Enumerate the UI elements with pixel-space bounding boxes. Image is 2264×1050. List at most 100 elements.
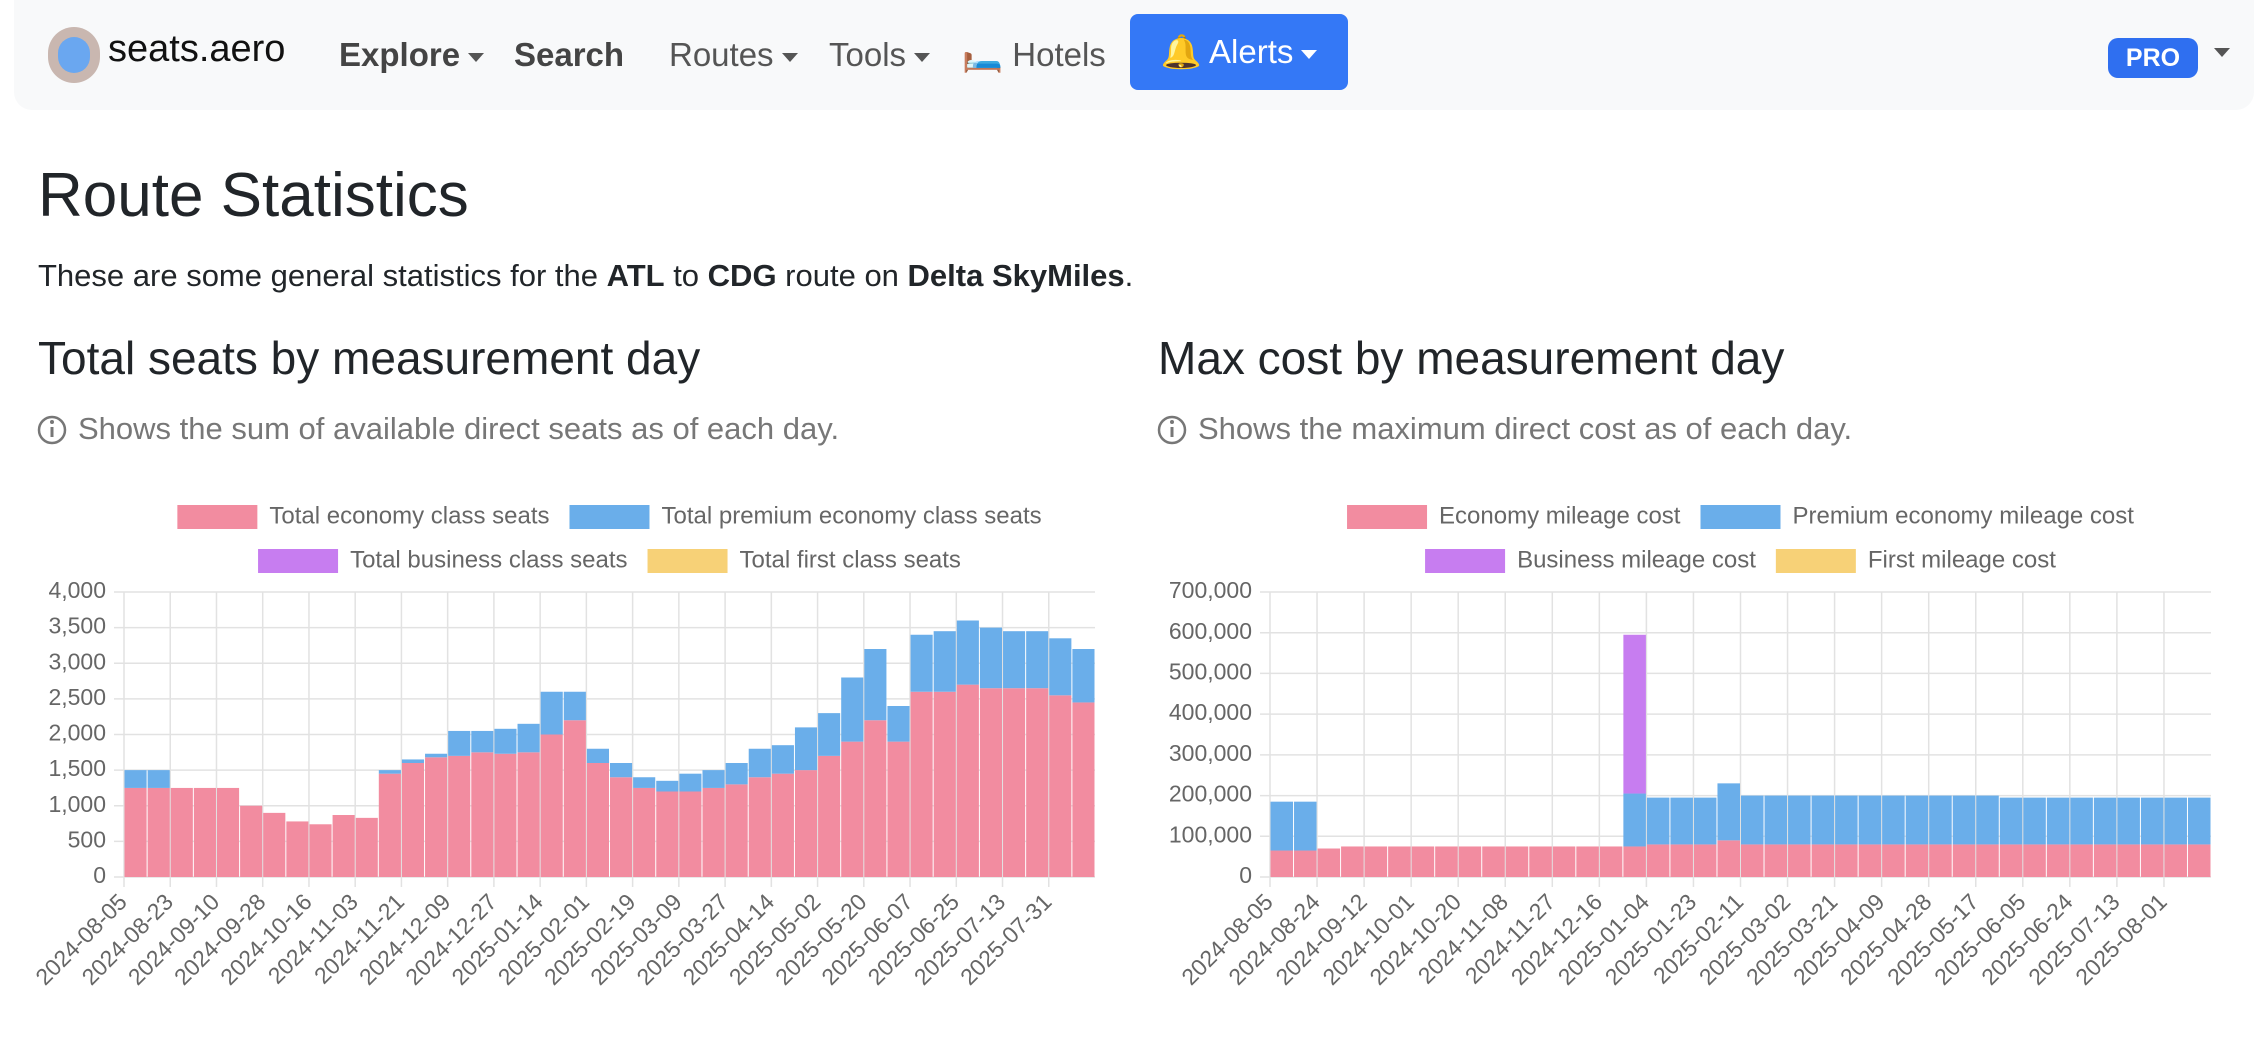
bar (563, 691, 586, 721)
bar (1270, 801, 1294, 851)
bar (794, 770, 818, 877)
bar (656, 791, 679, 877)
bar (1294, 801, 1317, 851)
info-icon (1170, 420, 1174, 424)
bar (2023, 797, 2046, 845)
brand[interactable]: seats.aero (108, 28, 286, 70)
bar (1411, 846, 1435, 877)
bar (1811, 844, 1835, 877)
chart-title: Max cost by measurement day (1158, 332, 1784, 384)
legend-label: Total economy class seats (269, 502, 549, 529)
logo[interactable] (48, 27, 100, 83)
bar (124, 787, 147, 877)
legend-swatch (1775, 549, 1856, 573)
bar (263, 812, 286, 877)
nav-hotels[interactable]: 🛏️ Hotels (962, 36, 1106, 73)
nav-search[interactable]: Search (514, 36, 625, 73)
bar (1741, 844, 1764, 877)
bar (1976, 844, 1999, 877)
text: route on (776, 258, 908, 293)
y-tick-label: 400,000 (1169, 699, 1252, 725)
bar (2070, 797, 2093, 845)
legend-swatch (1347, 505, 1428, 529)
nav-explore[interactable]: Explore (339, 36, 484, 74)
legend-swatch (258, 549, 339, 573)
legend-item: Total first class seats (647, 546, 961, 573)
bar (147, 787, 170, 877)
bar (216, 787, 240, 877)
legend-label: Total business class seats (350, 546, 627, 573)
alerts-button[interactable]: 🔔 Alerts (1130, 14, 1348, 90)
bar (425, 757, 448, 877)
legend-item: Premium economy mileage cost (1700, 502, 2134, 529)
y-tick-label: 700,000 (1169, 577, 1252, 603)
bar (1952, 844, 1976, 877)
bar (933, 691, 956, 877)
bar (1529, 846, 1552, 877)
info-icon (37, 415, 67, 445)
chart-subtitle: Shows the maximum direct cost as of each… (1198, 411, 1852, 446)
y-tick-label: 3,000 (48, 648, 106, 674)
bar (1999, 844, 2023, 877)
y-tick-label: 4,000 (48, 577, 106, 603)
bar (1764, 795, 1788, 845)
legend-item: Total premium economy class seats (569, 502, 1042, 529)
bar (910, 634, 933, 692)
y-tick-label: 500 (68, 826, 106, 852)
bar (1599, 846, 1623, 877)
bar (448, 755, 471, 877)
nav-routes[interactable]: Routes (669, 36, 798, 74)
intro: These are some general statistics for th… (38, 258, 1133, 294)
bar (1858, 844, 1882, 877)
bar (794, 727, 818, 771)
bar (2070, 844, 2093, 877)
legend-swatch (1700, 505, 1781, 529)
bar (679, 773, 702, 792)
legend-item: Total business class seats (258, 546, 628, 573)
bar (2117, 797, 2140, 845)
bar (1976, 795, 1999, 845)
bar (1882, 844, 1905, 877)
bar (2164, 844, 2187, 877)
bar (818, 755, 841, 877)
bar (2093, 797, 2117, 845)
y-tick-label: 500,000 (1169, 659, 1252, 685)
pro-caret[interactable] (2214, 48, 2230, 57)
bar (702, 787, 725, 877)
bar (979, 688, 1003, 877)
bar (240, 805, 263, 877)
pro-badge[interactable]: PRO (2108, 38, 2198, 78)
legend-label: Total first class seats (740, 546, 961, 573)
bar (471, 752, 494, 877)
legend-label: Total premium economy class seats (661, 502, 1041, 529)
bar (1049, 638, 1072, 696)
bar (401, 759, 425, 763)
bar (1858, 795, 1882, 845)
alerts-label: 🔔 Alerts (1160, 33, 1294, 70)
nav-tools[interactable]: Tools (829, 36, 930, 74)
bar (1905, 795, 1929, 845)
bar (1788, 844, 1811, 877)
bar (494, 753, 517, 877)
bar (1003, 688, 1026, 877)
bar (633, 787, 656, 877)
bar (1482, 846, 1505, 877)
text: to (664, 258, 708, 293)
bar (1811, 795, 1835, 845)
bar (933, 631, 956, 692)
bar (540, 691, 563, 735)
info-icon (50, 420, 54, 424)
bar (1693, 844, 1717, 877)
bar (2117, 844, 2140, 877)
bar (586, 763, 609, 877)
y-tick-label: 600,000 (1169, 618, 1252, 644)
y-tick-label: 3,500 (48, 613, 106, 639)
bar (1717, 783, 1740, 841)
y-tick-label: 0 (1239, 862, 1252, 888)
navbar: seats.aero Explore Search Routes Tools 🛏… (14, 0, 2254, 110)
bar (586, 748, 609, 763)
bar (1026, 688, 1049, 877)
bar (887, 706, 910, 742)
y-tick-label: 100,000 (1169, 821, 1252, 847)
